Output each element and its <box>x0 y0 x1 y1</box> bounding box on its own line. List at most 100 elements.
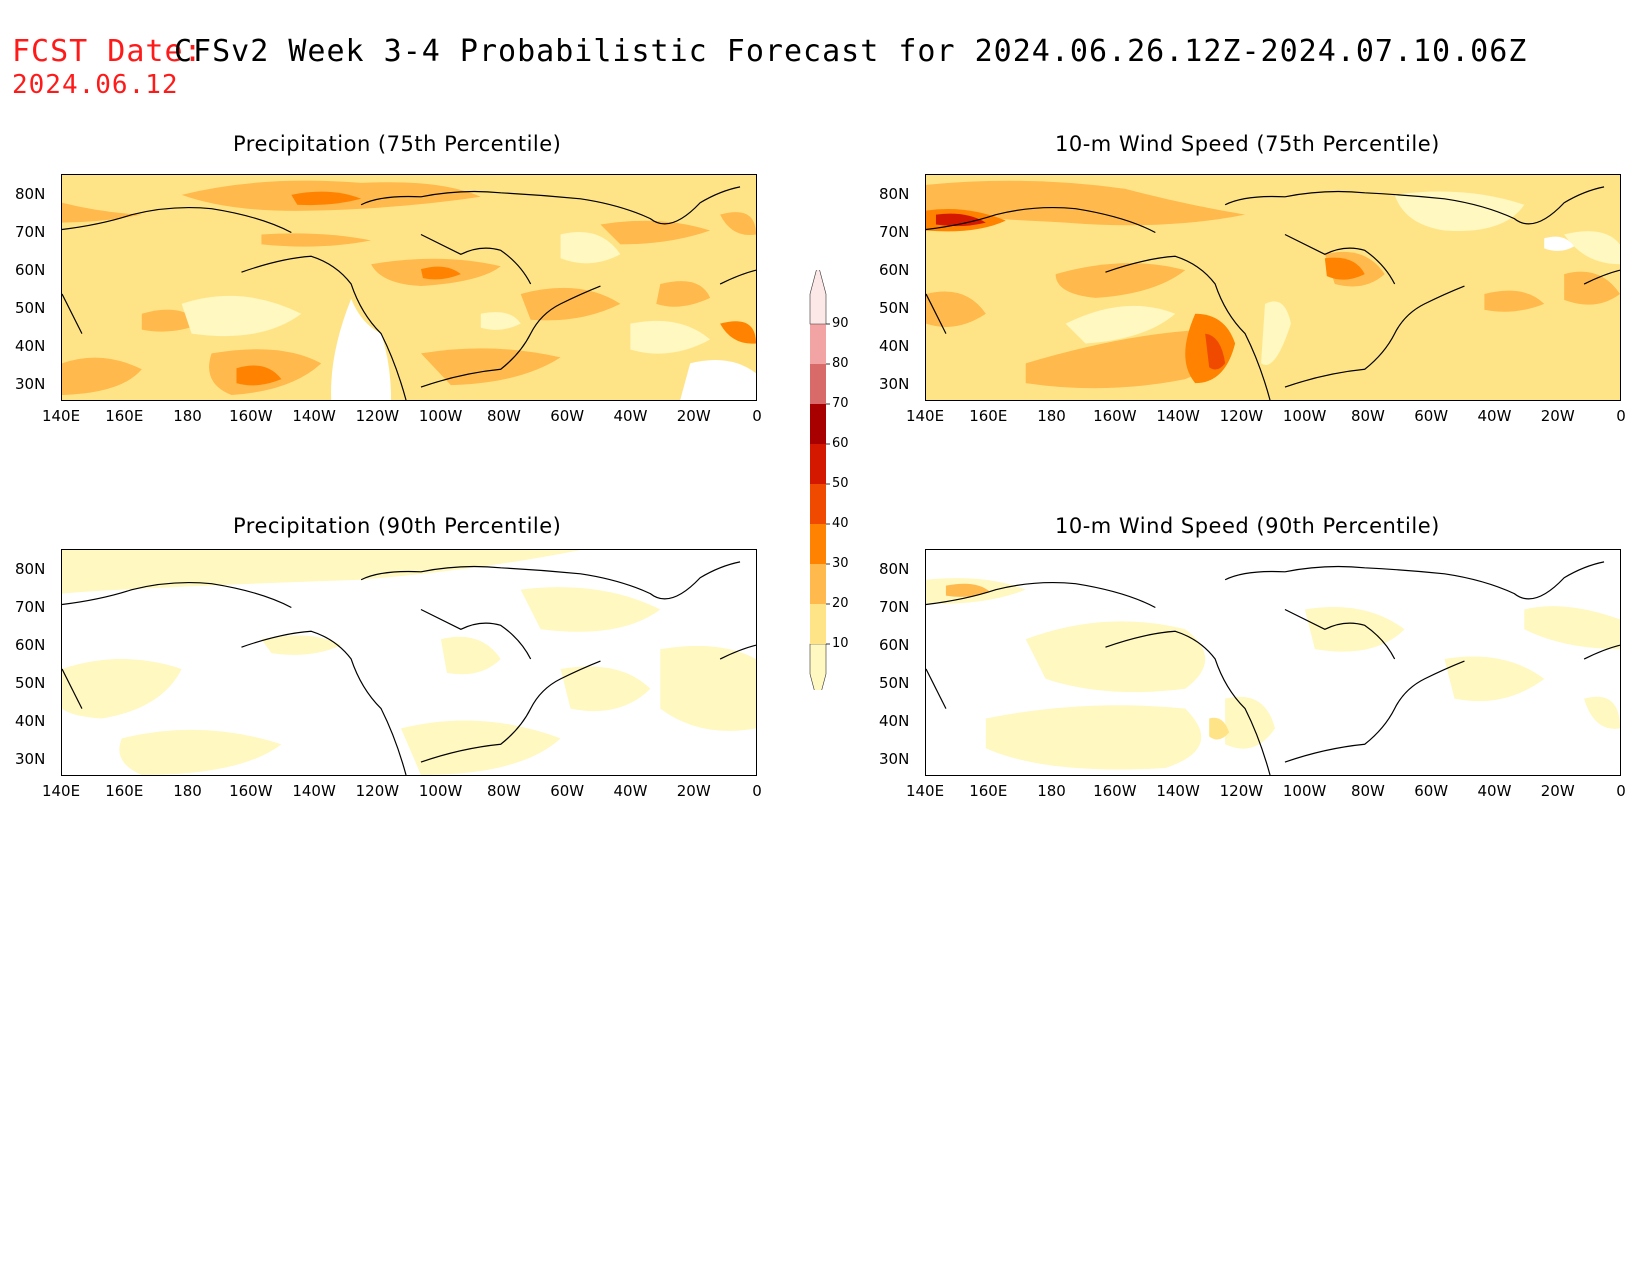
lon-label-precip90: 100W <box>418 782 463 800</box>
lon-label-precip90: 140E <box>41 782 81 800</box>
lat-label-wind90: 80N <box>879 560 910 578</box>
lon-label-wind75: 180 <box>1037 407 1066 425</box>
panel-title-precip90: Precipitation (90th Percentile) <box>233 514 562 538</box>
map-wind75 <box>925 174 1621 401</box>
lon-label-precip75: 0 <box>752 407 762 425</box>
forecast-date-value: 2024.06.12 <box>12 70 179 100</box>
lat-label-wind90: 30N <box>879 750 910 768</box>
lon-label-precip90: 160E <box>105 782 144 800</box>
map-wind90 <box>925 549 1621 776</box>
lon-label-wind75: 60W <box>1414 407 1449 425</box>
colorbar-swatch <box>810 324 826 364</box>
lon-label-precip75: 40W <box>613 407 648 425</box>
panel-title-precip75: Precipitation (75th Percentile) <box>233 132 562 156</box>
lon-label-precip90: 60W <box>550 782 585 800</box>
lon-label-wind75: 120W <box>1219 407 1264 425</box>
lat-label-wind90: 60N <box>879 636 910 654</box>
lat-label-wind75: 40N <box>879 337 910 355</box>
lon-label-wind75: 100W <box>1282 407 1327 425</box>
lon-label-wind90: 0 <box>1616 782 1626 800</box>
lat-label-precip90: 30N <box>15 750 46 768</box>
lon-label-precip75: 80W <box>486 407 521 425</box>
lon-label-wind90: 180 <box>1037 782 1066 800</box>
lat-label-precip90: 50N <box>15 674 46 692</box>
colorbar-swatch <box>809 270 827 325</box>
lon-label-precip75: 120W <box>355 407 400 425</box>
colorbar-level-label: 10 <box>832 636 849 651</box>
lat-label-precip75: 80N <box>15 185 46 203</box>
lon-label-wind90: 80W <box>1350 782 1385 800</box>
lon-label-precip90: 140W <box>292 782 336 800</box>
wind75-field <box>926 175 1620 400</box>
colorbar-level-label: 40 <box>832 516 849 531</box>
lat-label-precip75: 30N <box>15 375 46 393</box>
lat-label-precip75: 60N <box>15 261 46 279</box>
lon-label-wind75: 80W <box>1350 407 1385 425</box>
lon-label-wind90: 100W <box>1282 782 1327 800</box>
colorbar-swatch <box>810 604 826 644</box>
precip90-field <box>62 550 756 775</box>
page-title: CFSv2 Week 3-4 Probabilistic Forecast fo… <box>174 34 1528 69</box>
lon-label-wind90: 60W <box>1414 782 1449 800</box>
colorbar-swatch <box>810 484 826 524</box>
forecast-date-label: FCST Date: <box>12 34 203 69</box>
colorbar-level-label: 20 <box>832 596 849 611</box>
colorbar-level-label: 50 <box>832 476 849 491</box>
lon-label-precip90: 80W <box>486 782 521 800</box>
lon-label-wind75: 160E <box>969 407 1008 425</box>
colorbar-swatch <box>810 404 826 444</box>
colorbar-level-label: 80 <box>832 356 849 371</box>
lon-label-precip75: 160W <box>229 407 273 425</box>
map-precip90 <box>61 549 757 776</box>
lat-label-wind75: 70N <box>879 223 910 241</box>
lon-label-wind90: 140W <box>1156 782 1200 800</box>
lon-label-precip75: 60W <box>550 407 585 425</box>
lon-label-precip90: 40W <box>613 782 648 800</box>
lat-label-wind90: 50N <box>879 674 910 692</box>
lon-label-wind90: 160W <box>1093 782 1137 800</box>
lon-label-precip90: 20W <box>676 782 711 800</box>
wind90-field <box>926 550 1620 775</box>
lon-label-wind75: 140W <box>1156 407 1200 425</box>
colorbar-swatch <box>810 444 826 484</box>
lat-label-precip75: 70N <box>15 223 46 241</box>
lon-label-wind90: 20W <box>1540 782 1575 800</box>
lon-label-wind90: 140E <box>905 782 945 800</box>
lon-label-precip75: 140E <box>41 407 81 425</box>
lon-label-precip75: 180 <box>173 407 202 425</box>
lat-label-wind75: 60N <box>879 261 910 279</box>
lon-label-wind75: 140E <box>905 407 945 425</box>
lon-label-precip75: 20W <box>676 407 711 425</box>
lon-label-wind75: 0 <box>1616 407 1626 425</box>
lat-label-precip75: 50N <box>15 299 46 317</box>
colorbar-level-label: 30 <box>832 556 849 571</box>
colorbar <box>809 270 830 690</box>
lat-label-wind75: 50N <box>879 299 910 317</box>
lon-label-precip90: 120W <box>355 782 400 800</box>
colorbar-swatch <box>810 524 826 564</box>
lat-label-wind75: 30N <box>879 375 910 393</box>
lon-label-wind75: 40W <box>1477 407 1512 425</box>
colorbar-swatch <box>809 643 827 690</box>
lon-label-precip75: 140W <box>292 407 336 425</box>
colorbar-level-label: 70 <box>832 396 849 411</box>
lat-label-precip90: 70N <box>15 598 46 616</box>
lat-label-wind90: 40N <box>879 712 910 730</box>
lon-label-wind90: 40W <box>1477 782 1512 800</box>
colorbar-swatch <box>810 364 826 404</box>
lon-label-precip90: 180 <box>173 782 202 800</box>
lat-label-precip90: 40N <box>15 712 46 730</box>
lat-label-wind75: 80N <box>879 185 910 203</box>
lon-label-precip75: 160E <box>105 407 144 425</box>
lat-label-precip75: 40N <box>15 337 46 355</box>
lon-label-wind90: 120W <box>1219 782 1264 800</box>
colorbar-level-label: 90 <box>832 316 849 331</box>
panel-title-wind75: 10-m Wind Speed (75th Percentile) <box>1055 132 1440 156</box>
precip75-field <box>62 175 756 400</box>
lon-label-wind75: 160W <box>1093 407 1137 425</box>
lon-label-precip90: 0 <box>752 782 762 800</box>
map-precip75 <box>61 174 757 401</box>
colorbar-level-label: 60 <box>832 436 849 451</box>
lon-label-wind90: 160E <box>969 782 1008 800</box>
lon-label-wind75: 20W <box>1540 407 1575 425</box>
